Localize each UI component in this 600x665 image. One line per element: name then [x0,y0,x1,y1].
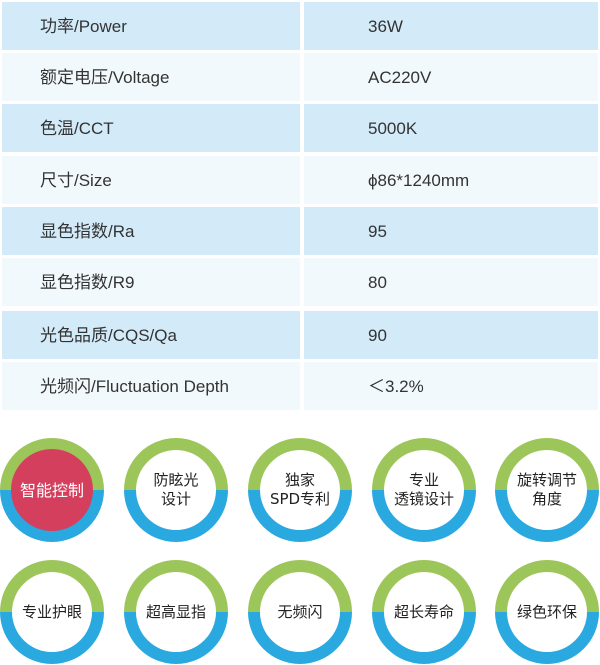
feature-label: 超长寿命 [384,572,464,652]
spec-label: 显色指数/Ra [2,207,300,255]
feature-badge: 专业护眼 [0,560,104,664]
spec-label: 光色品质/CQS/Qa [2,311,300,359]
feature-badge: 超高显指 [124,560,228,664]
feature-badge: 防眩光 设计 [124,438,228,542]
spec-value: ϕ86*1240mm [304,156,598,204]
spec-label: 光频闪/Fluctuation Depth [2,362,300,410]
feature-label: 独家 SPD专利 [260,450,340,530]
feature-badge: 绿色环保 [495,560,599,664]
feature-label: 防眩光 设计 [136,450,216,530]
spec-label: 色温/CCT [2,104,300,152]
spec-label: 功率/Power [2,2,300,50]
spec-label: 额定电压/Voltage [2,53,300,101]
spec-row-r9: 显色指数/R9 80 [2,258,598,306]
spec-label: 尺寸/Size [2,156,300,204]
spec-value: 36W [304,2,598,50]
feature-label: 绿色环保 [507,572,587,652]
spec-row-flicker: 光频闪/Fluctuation Depth ＜3.2% [2,362,598,410]
spec-row-voltage: 额定电压/Voltage AC220V [2,53,598,101]
spec-row-ra: 显色指数/Ra 95 [2,207,598,255]
feature-label: 专业 透镜设计 [384,450,464,530]
feature-label: 智能控制 [11,449,93,531]
feature-badge: 独家 SPD专利 [248,438,352,542]
spec-value: 90 [304,311,598,359]
spec-value: 95 [304,207,598,255]
spec-value: 5000K [304,104,598,152]
spec-value: ＜3.2% [304,362,598,410]
feature-badge: 智能控制 [0,438,104,542]
spec-value: AC220V [304,53,598,101]
spec-row-cqs: 光色品质/CQS/Qa 90 [2,311,598,359]
feature-badge: 超长寿命 [372,560,476,664]
feature-label: 超高显指 [136,572,216,652]
spec-row-power: 功率/Power 36W [2,2,598,50]
feature-label: 旋转调节 角度 [507,450,587,530]
feature-label: 无频闪 [260,572,340,652]
spec-label: 显色指数/R9 [2,258,300,306]
feature-label: 专业护眼 [12,572,92,652]
spec-row-cct: 色温/CCT 5000K [2,104,598,152]
feature-badge: 专业 透镜设计 [372,438,476,542]
feature-badge: 旋转调节 角度 [495,438,599,542]
spec-value: 80 [304,258,598,306]
spec-row-size: 尺寸/Size ϕ86*1240mm [2,156,598,204]
feature-badge: 无频闪 [248,560,352,664]
